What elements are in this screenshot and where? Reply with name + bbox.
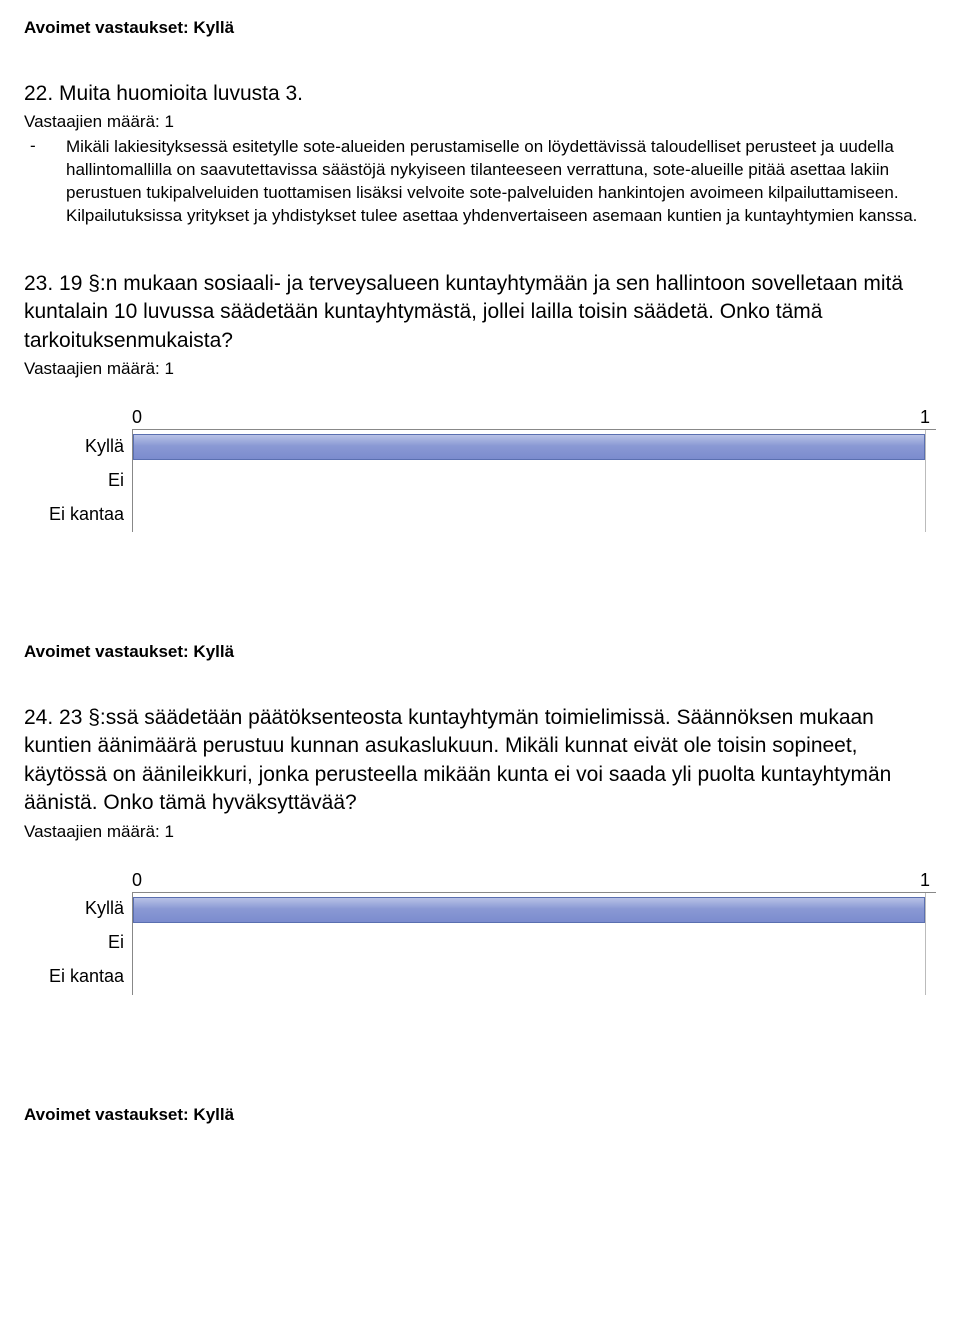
chart-bar-row xyxy=(133,430,936,464)
question-24-respondents: Vastaajien määrä: 1 xyxy=(24,822,936,842)
chart-bar-row xyxy=(133,893,936,927)
chart-tick: 1 xyxy=(920,407,930,428)
question-24-title: 24. 23 §:ssä säädetään päätöksenteosta k… xyxy=(24,704,936,817)
open-answers-header: Avoimet vastaukset: Kyllä xyxy=(24,18,936,38)
chart-plot-area xyxy=(132,429,936,532)
chart-bar xyxy=(133,897,925,923)
chart-x-axis: 0 1 xyxy=(132,407,936,429)
chart-bar xyxy=(133,434,925,460)
open-answers-footer: Avoimet vastaukset: Kyllä xyxy=(24,1105,936,1125)
chart-x-axis: 0 1 xyxy=(132,870,936,892)
question-23-chart: Kyllä Ei Ei kantaa 0 1 xyxy=(24,407,936,532)
bullet-text: Mikäli lakiesityksessä esitetylle sote-a… xyxy=(66,136,936,228)
question-22-respondents: Vastaajien määrä: 1 xyxy=(24,112,936,132)
question-24-chart: Kyllä Ei Ei kantaa 0 1 xyxy=(24,870,936,995)
chart-bar-row xyxy=(133,464,936,498)
question-22-bullet: - Mikäli lakiesityksessä esitetylle sote… xyxy=(24,136,936,228)
question-22-title: 22. Muita huomioita luvusta 3. xyxy=(24,80,936,108)
bullet-dash: - xyxy=(30,136,66,156)
chart-bar-row xyxy=(133,498,936,532)
open-answers-mid: Avoimet vastaukset: Kyllä xyxy=(24,642,936,662)
chart-cat-label: Kyllä xyxy=(24,429,124,463)
chart-tick: 1 xyxy=(920,870,930,891)
chart-cat-label: Ei xyxy=(24,463,124,497)
chart-cat-label: Ei kantaa xyxy=(24,497,124,531)
chart-tick: 0 xyxy=(132,407,142,428)
question-23-title: 23. 19 §:n mukaan sosiaali- ja terveysal… xyxy=(24,270,936,355)
chart-bar-row xyxy=(133,961,936,995)
chart-bar-row xyxy=(133,927,936,961)
question-23-respondents: Vastaajien määrä: 1 xyxy=(24,359,936,379)
chart-cat-label: Ei xyxy=(24,926,124,960)
chart-plot-area xyxy=(132,892,936,995)
chart-tick: 0 xyxy=(132,870,142,891)
chart-cat-label: Ei kantaa xyxy=(24,960,124,994)
chart-cat-label: Kyllä xyxy=(24,892,124,926)
